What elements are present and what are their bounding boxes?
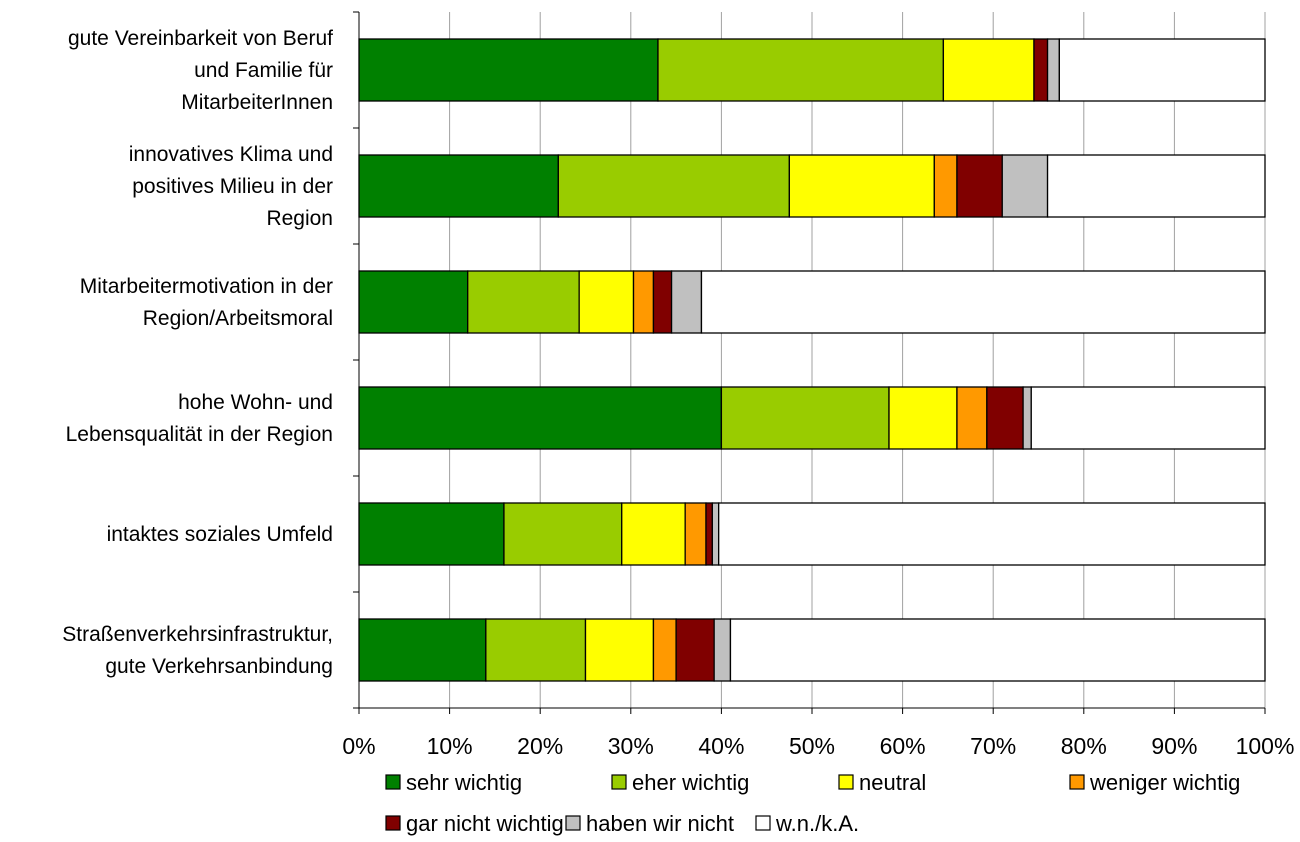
bar-segment — [1001, 154, 1049, 218]
legend-swatch — [1069, 774, 1085, 790]
bars — [358, 38, 1266, 682]
bar-segment — [1030, 386, 1266, 450]
bar-segment — [503, 502, 623, 566]
legend-swatch — [755, 815, 771, 831]
bar-segment — [358, 38, 659, 102]
category-label: Mitarbeitermotivation in der Region/Arbei… — [80, 275, 333, 330]
legend-swatch — [565, 815, 581, 831]
bar-segment — [684, 502, 707, 566]
bar-segment — [1046, 154, 1266, 218]
bar-segment — [720, 386, 890, 450]
bar-segment — [729, 618, 1266, 682]
legend-swatch — [385, 815, 401, 831]
category-label: hohe Wohn- und Lebensqualität in der Regi… — [66, 391, 333, 446]
x-tick-label: 80% — [1061, 733, 1107, 759]
x-tick-label: 90% — [1151, 733, 1197, 759]
legend-swatch — [611, 774, 627, 790]
bar-segment — [1046, 38, 1060, 102]
bar-segment — [718, 502, 1266, 566]
bar-segment — [956, 154, 1003, 218]
axes — [353, 11, 1266, 714]
bar-segment — [675, 618, 715, 682]
x-tick-label: 10% — [427, 733, 473, 759]
bar-segment — [956, 386, 988, 450]
bar-segment — [657, 38, 945, 102]
bar-segment — [788, 154, 935, 218]
legend: sehr wichtig eher wichtig neutral weniger w… — [385, 770, 1240, 836]
x-tick-label: 100% — [1236, 733, 1295, 759]
x-tick-label: 50% — [789, 733, 835, 759]
x-tick-label: 60% — [880, 733, 926, 759]
bar-segment — [713, 618, 732, 682]
bar-segment — [578, 270, 635, 334]
bar-segment — [705, 502, 713, 566]
bar-segment — [584, 618, 655, 682]
legend-label: eher wichtig — [632, 770, 749, 795]
bar-segment — [933, 154, 958, 218]
bar-segment — [652, 270, 673, 334]
bar-segment — [652, 618, 677, 682]
legend-label: w.n./k.A. — [775, 811, 859, 836]
category-label: Straßenverkehrsinfrastruktur, gute Verkeh… — [62, 623, 333, 678]
legend-swatch — [838, 774, 854, 790]
gridlines — [449, 12, 1266, 708]
legend-label: gar nicht wichtig — [406, 811, 564, 836]
bar-segment — [632, 270, 655, 334]
bar-segment — [1022, 386, 1032, 450]
bar-segment — [986, 386, 1024, 450]
x-tick-label: 20% — [517, 733, 563, 759]
bar-segment — [358, 618, 487, 682]
bar-segment — [621, 502, 686, 566]
bar-segment — [358, 502, 505, 566]
x-tick-label: 0% — [342, 733, 375, 759]
bar-segment — [888, 386, 958, 450]
category-label: gute Vereinbarkeit von Beruf und Familie … — [68, 27, 333, 114]
legend-label: sehr wichtig — [406, 770, 522, 795]
legend-label: haben wir nicht — [586, 811, 734, 836]
bar-segment — [557, 154, 791, 218]
x-tick-label: 40% — [698, 733, 744, 759]
bar-segment — [670, 270, 703, 334]
category-labels: gute Vereinbarkeit von Beruf und Familie … — [62, 27, 333, 678]
bar-segment — [700, 270, 1266, 334]
bar-segment — [358, 270, 469, 334]
bar-segment — [485, 618, 587, 682]
bar-segment — [1058, 38, 1266, 102]
category-label: intaktes soziales Umfeld — [107, 523, 333, 546]
x-tick-label: 70% — [970, 733, 1016, 759]
bar-segment — [358, 154, 559, 218]
x-tick-labels: 0% 10% 20% 30% 40% 50% 60% 70% 80% 90% 100% — [342, 733, 1294, 759]
bar-segment — [467, 270, 580, 334]
legend-label: weniger wichtig — [1089, 770, 1240, 795]
bar-segment — [1033, 38, 1049, 102]
bar-segment — [711, 502, 720, 566]
x-tick-label: 30% — [608, 733, 654, 759]
category-label: innovatives Klima und positives Milieu in… — [129, 143, 333, 230]
bar-segment — [358, 386, 723, 450]
legend-label: neutral — [859, 770, 926, 795]
legend-swatch — [385, 774, 401, 790]
bar-segment — [942, 38, 1035, 102]
